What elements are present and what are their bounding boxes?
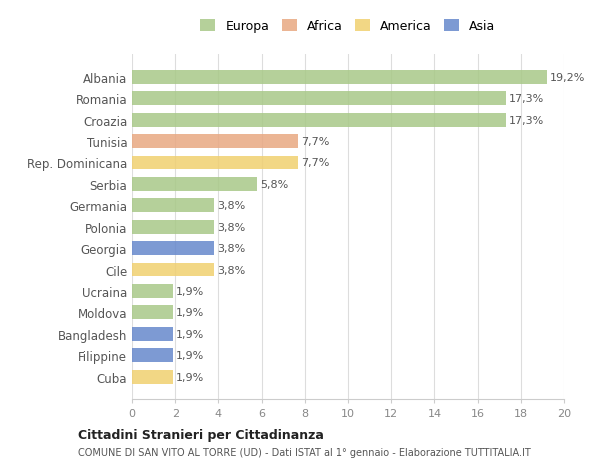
Bar	[132, 306, 173, 319]
Text: 1,9%: 1,9%	[176, 350, 205, 360]
Bar	[132, 263, 214, 277]
Text: 7,7%: 7,7%	[302, 158, 330, 168]
Text: 19,2%: 19,2%	[550, 73, 586, 83]
Text: 5,8%: 5,8%	[260, 179, 289, 190]
Text: 17,3%: 17,3%	[509, 94, 544, 104]
Bar	[132, 156, 298, 170]
Bar	[132, 220, 214, 234]
Bar	[132, 71, 547, 84]
Text: Cittadini Stranieri per Cittadinanza: Cittadini Stranieri per Cittadinanza	[78, 428, 324, 441]
Text: 7,7%: 7,7%	[302, 137, 330, 147]
Text: 3,8%: 3,8%	[217, 244, 245, 253]
Bar	[132, 370, 173, 384]
Bar	[132, 348, 173, 362]
Text: 17,3%: 17,3%	[509, 115, 544, 125]
Bar	[132, 241, 214, 256]
Bar	[132, 92, 506, 106]
Text: COMUNE DI SAN VITO AL TORRE (UD) - Dati ISTAT al 1° gennaio - Elaborazione TUTTI: COMUNE DI SAN VITO AL TORRE (UD) - Dati …	[78, 447, 531, 457]
Bar	[132, 199, 214, 213]
Bar	[132, 135, 298, 149]
Text: 3,8%: 3,8%	[217, 201, 245, 211]
Legend: Europa, Africa, America, Asia: Europa, Africa, America, Asia	[197, 17, 499, 37]
Bar	[132, 284, 173, 298]
Bar	[132, 113, 506, 127]
Text: 1,9%: 1,9%	[176, 329, 205, 339]
Text: 1,9%: 1,9%	[176, 308, 205, 318]
Text: 1,9%: 1,9%	[176, 286, 205, 296]
Text: 3,8%: 3,8%	[217, 222, 245, 232]
Text: 3,8%: 3,8%	[217, 265, 245, 275]
Text: 1,9%: 1,9%	[176, 372, 205, 382]
Bar	[132, 178, 257, 191]
Bar	[132, 327, 173, 341]
